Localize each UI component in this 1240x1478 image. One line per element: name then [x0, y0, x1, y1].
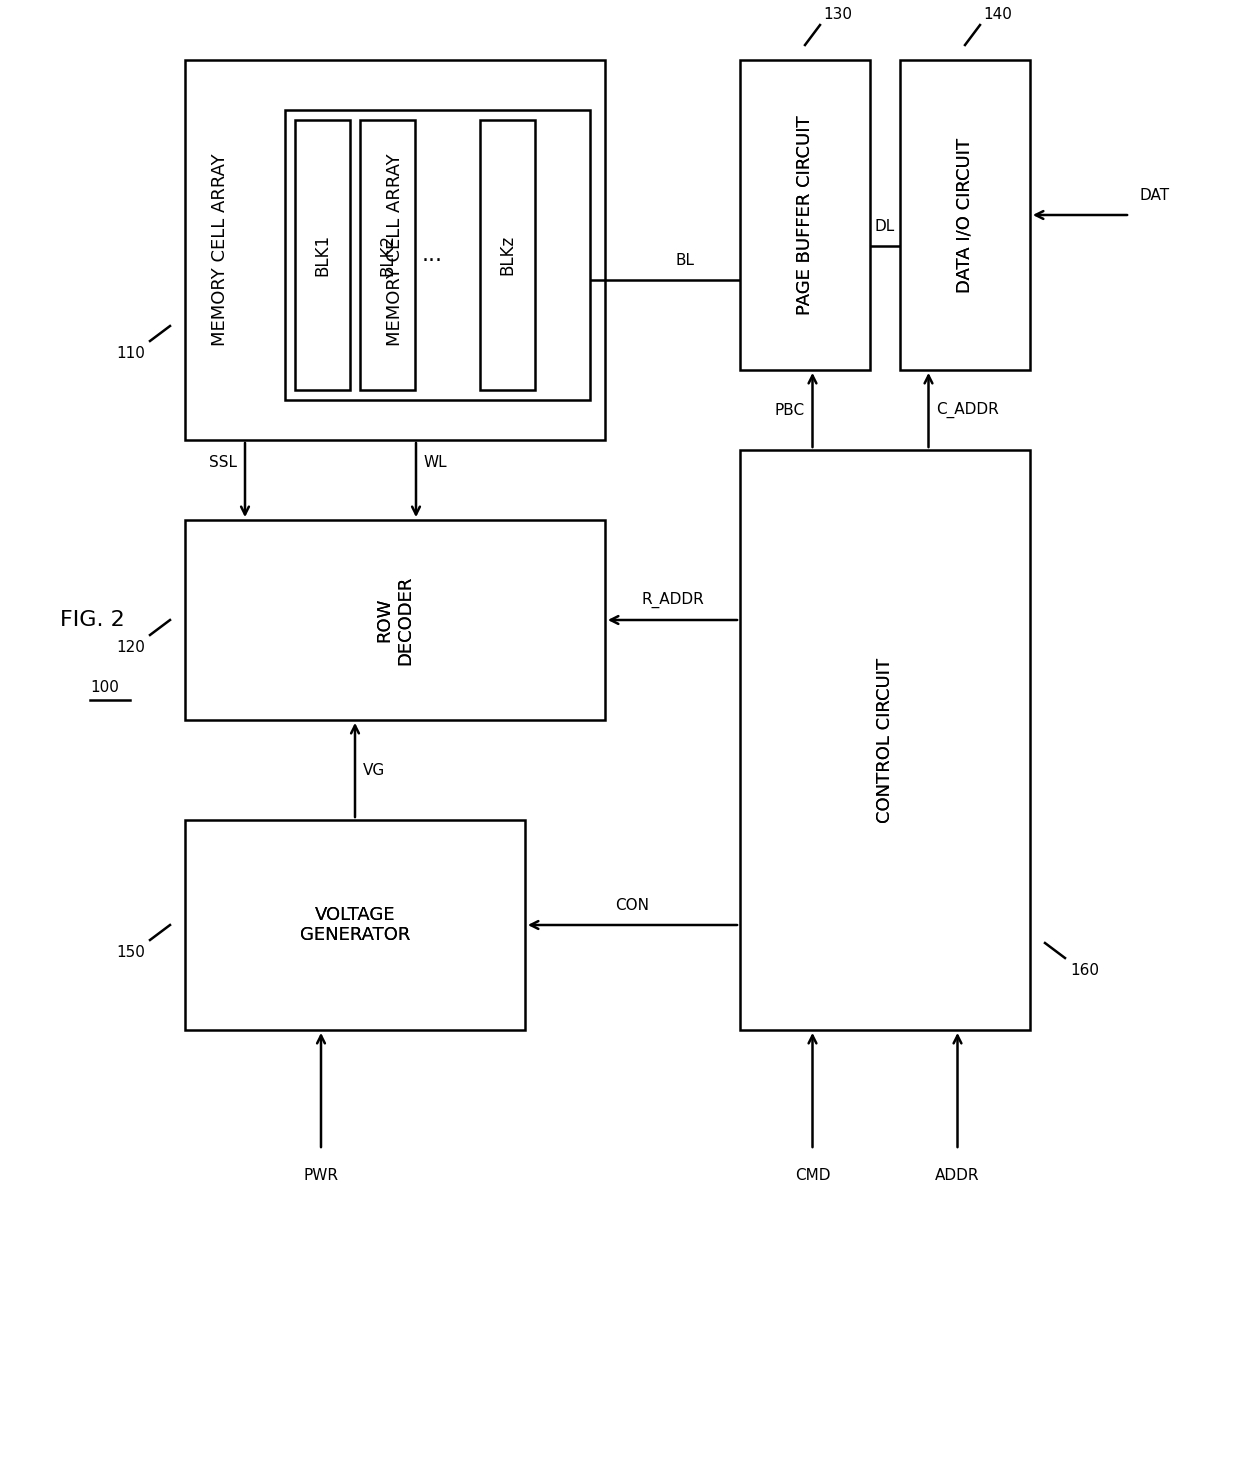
Text: ...: ...: [422, 245, 443, 265]
Text: 120: 120: [117, 640, 145, 655]
Text: MEMORY CELL ARRAY: MEMORY CELL ARRAY: [386, 154, 404, 346]
Text: SSL: SSL: [210, 455, 237, 470]
Text: DAT: DAT: [1140, 188, 1171, 202]
Text: WL: WL: [424, 455, 448, 470]
Text: CON: CON: [615, 899, 650, 913]
Bar: [740, 449, 1030, 1030]
Text: VOLTAGE
GENERATOR: VOLTAGE GENERATOR: [300, 906, 410, 944]
Text: ROW
DECODER: ROW DECODER: [376, 575, 414, 665]
Text: DL: DL: [875, 219, 895, 234]
Text: R_ADDR: R_ADDR: [641, 591, 704, 607]
Bar: [740, 61, 870, 370]
Text: PBC: PBC: [774, 402, 805, 417]
Text: 140: 140: [983, 7, 1012, 22]
Text: 110: 110: [117, 346, 145, 361]
Text: CMD: CMD: [795, 1168, 831, 1182]
Text: BLKz: BLKz: [498, 235, 517, 275]
Bar: [185, 61, 605, 440]
Bar: [900, 61, 1030, 370]
Text: PWR: PWR: [304, 1168, 339, 1182]
Text: CONTROL CIRCUIT: CONTROL CIRCUIT: [875, 658, 894, 823]
Text: 100: 100: [91, 680, 119, 695]
Text: BLK2: BLK2: [378, 234, 397, 276]
Text: PAGE BUFFER CIRCUIT: PAGE BUFFER CIRCUIT: [796, 115, 813, 315]
Bar: [295, 120, 350, 390]
Text: BLK1: BLK1: [314, 234, 331, 276]
Bar: [360, 120, 415, 390]
Text: ADDR: ADDR: [935, 1168, 980, 1182]
Text: CONTROL CIRCUIT: CONTROL CIRCUIT: [875, 658, 894, 823]
Text: C_ADDR: C_ADDR: [936, 402, 999, 418]
Text: MEMORY CELL ARRAY: MEMORY CELL ARRAY: [211, 154, 229, 346]
Text: VG: VG: [363, 763, 386, 777]
Text: DATA I/O CIRCUIT: DATA I/O CIRCUIT: [956, 137, 973, 293]
Bar: [480, 120, 534, 390]
Text: 160: 160: [1070, 964, 1099, 978]
Text: 150: 150: [117, 944, 145, 961]
Text: PAGE BUFFER CIRCUIT: PAGE BUFFER CIRCUIT: [796, 115, 813, 315]
Text: ROW
DECODER: ROW DECODER: [376, 575, 414, 665]
Text: FIG. 2: FIG. 2: [60, 610, 125, 630]
Bar: [285, 109, 590, 401]
Text: 130: 130: [823, 7, 852, 22]
Text: BL: BL: [676, 253, 694, 269]
Bar: [185, 820, 525, 1030]
Text: VOLTAGE
GENERATOR: VOLTAGE GENERATOR: [300, 906, 410, 944]
Bar: [185, 520, 605, 720]
Text: DATA I/O CIRCUIT: DATA I/O CIRCUIT: [956, 137, 973, 293]
